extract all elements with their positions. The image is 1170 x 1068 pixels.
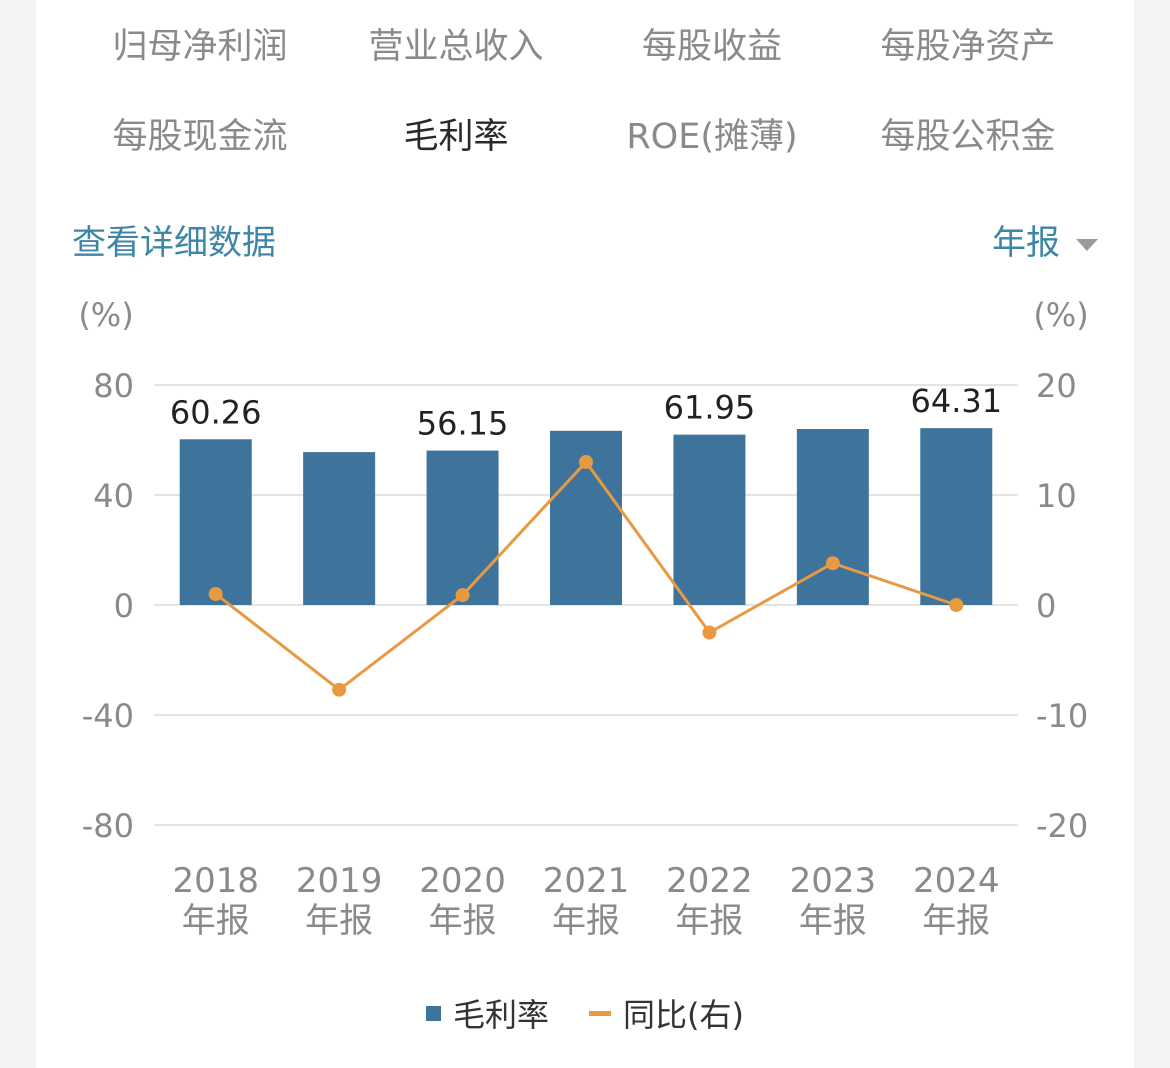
yoy-point — [332, 682, 347, 697]
right-tick-label: -10 — [1036, 697, 1088, 735]
bar — [673, 434, 746, 605]
bar-value-label: 61.95 — [664, 389, 756, 427]
bar — [426, 450, 499, 605]
chart-legend: 毛利率 同比(右) — [36, 990, 1134, 1036]
tab-6[interactable]: ROE(摊薄) — [626, 117, 798, 157]
x-tick-period: 年报 — [922, 901, 990, 941]
bar-value-label: 56.15 — [417, 405, 509, 443]
yoy-point — [208, 587, 223, 601]
tab-1[interactable]: 营业总收入 — [368, 27, 544, 67]
x-tick-year: 2019 — [296, 861, 383, 901]
chevron-down-icon — [1076, 239, 1098, 251]
x-tick-year: 2018 — [172, 861, 259, 901]
yoy-point — [455, 588, 470, 603]
tab-5[interactable]: 毛利率 — [403, 117, 509, 157]
legend-line-swatch — [589, 1010, 612, 1016]
x-tick-period: 年报 — [552, 901, 620, 941]
yoy-point — [825, 556, 840, 571]
bar — [920, 428, 993, 605]
right-tick-label: 0 — [1036, 587, 1056, 625]
bar-value-label: 60.26 — [170, 393, 262, 431]
legend-bar-swatch — [426, 1005, 441, 1021]
left-tick-label: -80 — [82, 807, 134, 845]
x-tick-year: 2020 — [419, 861, 506, 901]
right-tick-label: 10 — [1036, 477, 1077, 515]
tab-4[interactable]: 每股现金流 — [112, 117, 288, 157]
view-details-link[interactable]: 查看详细数据 — [72, 223, 276, 263]
gross-margin-chart: (%) (%) 80 40 0 -40 -80 20 10 0 -10 -20 60.26 56.15 61… — [78, 296, 1088, 941]
bar-value-label: 64.31 — [910, 382, 1002, 420]
period-selector[interactable]: 年报 — [992, 218, 1098, 268]
x-tick-year: 2021 — [543, 861, 630, 901]
x-tick-period: 年报 — [675, 901, 743, 941]
x-tick-period: 年报 — [799, 901, 867, 941]
period-label: 年报 — [992, 223, 1060, 263]
x-tick-period: 年报 — [182, 901, 250, 941]
tab-7[interactable]: 每股公积金 — [880, 117, 1056, 157]
legend-item-line[interactable]: 同比(右) — [589, 990, 744, 1036]
tab-2[interactable]: 每股收益 — [641, 27, 782, 67]
yoy-point — [702, 625, 717, 640]
legend-line-label: 同比(右) — [623, 996, 744, 1034]
x-tick-year: 2024 — [913, 861, 1000, 901]
tab-0[interactable]: 归母净利润 — [112, 27, 288, 67]
tab-3[interactable]: 每股净资产 — [880, 27, 1056, 67]
x-tick-period: 年报 — [429, 901, 497, 941]
left-tick-label: 80 — [93, 367, 134, 405]
legend-item-bar[interactable]: 毛利率 — [426, 990, 549, 1036]
right-tick-label: -20 — [1036, 807, 1088, 845]
x-tick-year: 2022 — [666, 861, 753, 901]
x-tick-year: 2023 — [790, 861, 877, 901]
left-axis-unit: (%) — [78, 296, 133, 334]
yoy-point — [579, 455, 593, 469]
legend-bar-label: 毛利率 — [453, 996, 550, 1034]
bar — [303, 452, 376, 605]
x-tick-period: 年报 — [305, 901, 373, 941]
yoy-point — [949, 598, 964, 612]
left-tick-label: -40 — [82, 697, 134, 735]
left-tick-label: 40 — [93, 477, 134, 515]
right-tick-label: 20 — [1036, 367, 1077, 405]
chart-card: 归母净利润 营业总收入 每股收益 每股净资产 每股现金流 毛利率 ROE(摊薄) 每股公积金 … — [36, 0, 1134, 1068]
bar — [179, 439, 252, 605]
left-tick-label: 0 — [114, 587, 134, 625]
right-axis-unit: (%) — [1033, 296, 1088, 334]
